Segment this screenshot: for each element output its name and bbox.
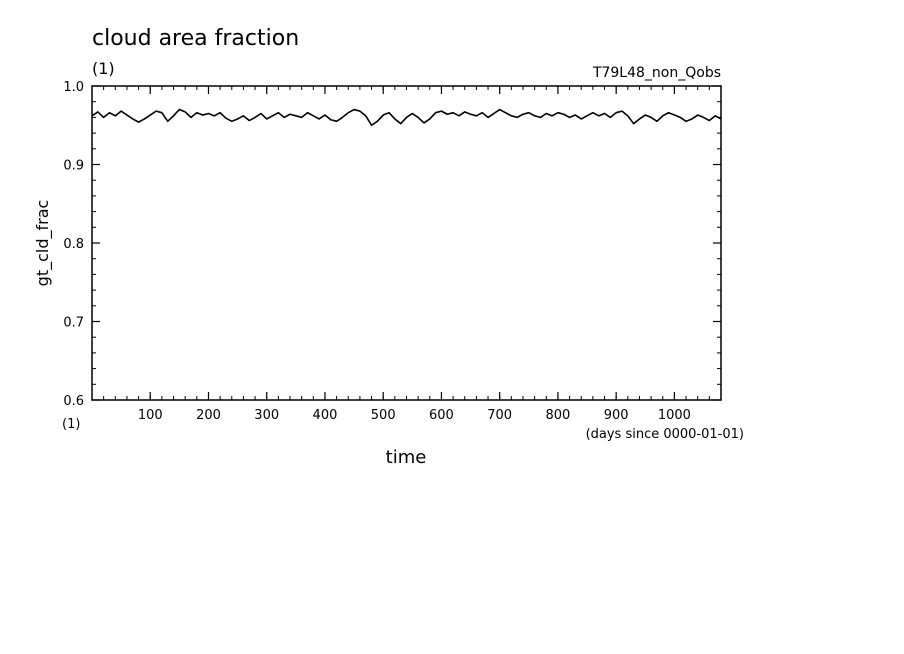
x-tick-label: 500 — [371, 408, 396, 423]
run-label: T79L48_non_Qobs — [592, 65, 721, 81]
series-line — [91, 108, 722, 127]
y-tick-label: 1.0 — [63, 80, 84, 95]
x-tick-label: 400 — [313, 408, 338, 423]
y-tick-label: 0.8 — [63, 237, 84, 252]
x-tick-label: 700 — [487, 408, 512, 423]
x-tick-labels: 100 200 300 400 500 600 700 800 900 1000 — [138, 408, 691, 423]
x-tick-label: 600 — [429, 408, 454, 423]
x-tick-label: 800 — [546, 408, 571, 423]
x-axis-label: time — [386, 447, 427, 468]
y-tick-label: 0.7 — [63, 316, 84, 331]
x-tick-label: 100 — [138, 408, 163, 423]
y-axis-label: gt_cld_frac — [33, 200, 53, 287]
x-tick-label: 200 — [196, 408, 221, 423]
chart-title-unit: (1) — [92, 59, 115, 78]
x-tick-label: 900 — [604, 408, 629, 423]
x-unit-note: (days since 0000-01-01) — [586, 427, 744, 442]
y-unit-label: (1) — [62, 417, 80, 432]
x-tick-label: 300 — [254, 408, 279, 423]
plot-frame — [91, 85, 722, 401]
chart-title: cloud area fraction — [92, 26, 299, 51]
x-tick-label: 1000 — [658, 408, 691, 423]
y-tick-label: 0.6 — [63, 394, 84, 409]
y-tick-labels: 0.6 0.7 0.8 0.9 1.0 — [63, 80, 84, 409]
y-tick-label: 0.9 — [63, 159, 84, 174]
